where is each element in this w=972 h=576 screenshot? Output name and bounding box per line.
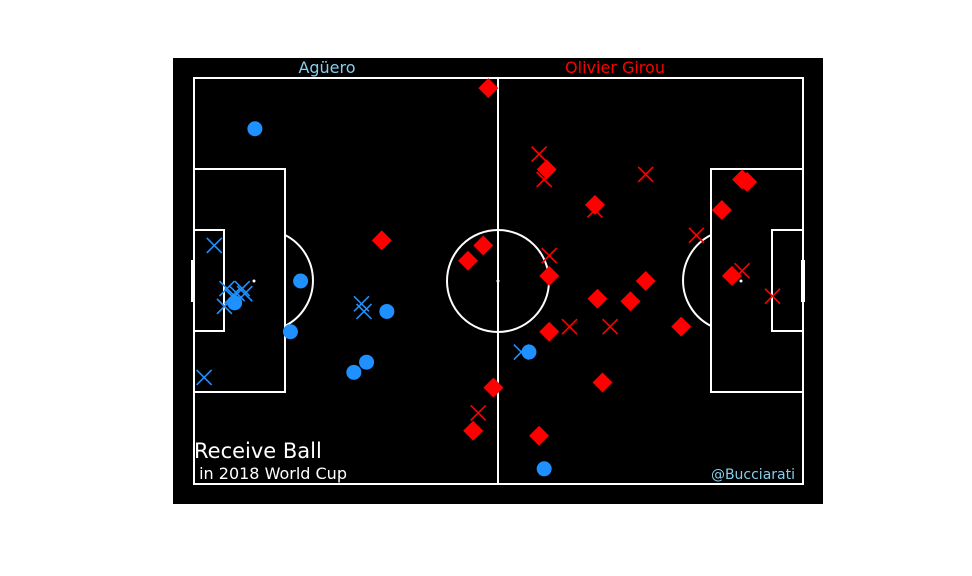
point-diamond-player1-2-11 <box>635 271 656 291</box>
point-cross-player0-1-4 <box>234 280 251 297</box>
point-diamond-player1-2-16 <box>592 372 613 393</box>
point-cross-player1-3-6 <box>734 262 751 279</box>
point-circle-player0-0-6 <box>379 303 395 319</box>
point-circle-player0-0-0 <box>247 121 263 137</box>
point-cross-player0-1-2 <box>223 288 241 305</box>
point-cross-player0-1-5 <box>236 285 253 302</box>
point-diamond-player1-2-10 <box>587 288 608 309</box>
point-circle-player0-0-4 <box>359 354 375 370</box>
point-cross-player1-3-10 <box>470 404 487 422</box>
point-cross-player0-1-0 <box>206 237 223 254</box>
point-cross-player0-1-6 <box>216 298 233 315</box>
point-cross-player0-1-8 <box>355 303 373 320</box>
point-diamond-player1-2-19 <box>529 425 550 446</box>
point-circle-player0-0-2 <box>293 273 309 289</box>
point-diamond-player1-2-5 <box>711 199 732 220</box>
right-penalty-spot <box>739 279 743 283</box>
centre-spot <box>496 279 500 283</box>
point-diamond-player1-2-0 <box>478 78 499 99</box>
point-diamond-player1-2-17 <box>483 377 504 398</box>
point-diamond-player1-2-9 <box>539 265 560 286</box>
point-diamond-player1-2-15 <box>671 316 692 337</box>
point-cross-player1-3-4 <box>688 227 705 244</box>
point-cross-player1-3-9 <box>602 318 619 335</box>
point-cross-player1-3-1 <box>536 171 553 188</box>
point-diamond-player1-2-13 <box>721 265 742 286</box>
point-cross-player0-1-9 <box>196 369 213 386</box>
point-diamond-player1-2-8 <box>458 250 479 271</box>
credit-label: @Bucciarati <box>711 467 795 483</box>
point-circle-player0-0-5 <box>346 364 362 380</box>
point-cross-player1-3-7 <box>764 288 781 305</box>
chart-title: Receive Ball <box>194 439 322 463</box>
point-diamond-player1-2-4 <box>737 172 758 193</box>
left-penalty-arc <box>284 234 314 327</box>
point-cross-player1-3-0 <box>531 146 548 163</box>
point-diamond-player1-2-18 <box>463 420 484 441</box>
point-diamond-player1-2-2 <box>584 194 605 215</box>
point-cross-player1-3-5 <box>541 247 558 264</box>
point-diamond-player1-2-1 <box>536 159 557 180</box>
data-marks <box>196 78 781 477</box>
chart-subtitle: in 2018 World Cup <box>194 464 347 483</box>
player-a-title: Agüero <box>298 58 355 77</box>
point-cross-player1-3-8 <box>561 318 578 335</box>
right-penalty-arc <box>682 234 712 327</box>
point-cross-player1-3-3 <box>637 166 654 183</box>
point-cross-player1-3-2 <box>586 201 603 219</box>
point-diamond-player1-2-7 <box>473 235 494 256</box>
left-penalty-spot <box>252 279 256 283</box>
pitch-lines <box>191 77 805 485</box>
point-circle-player0-0-3 <box>282 324 298 340</box>
point-circle-player0-0-8 <box>536 461 552 477</box>
point-diamond-player1-2-12 <box>620 291 641 312</box>
point-cross-player0-1-10 <box>513 343 530 361</box>
point-circle-player0-0-7 <box>521 344 537 360</box>
point-diamond-player1-2-6 <box>371 230 392 251</box>
point-diamond-player1-2-14 <box>539 321 560 342</box>
player-b-title: Olivier Girou <box>565 58 665 77</box>
point-cross-player0-1-1 <box>218 280 236 297</box>
